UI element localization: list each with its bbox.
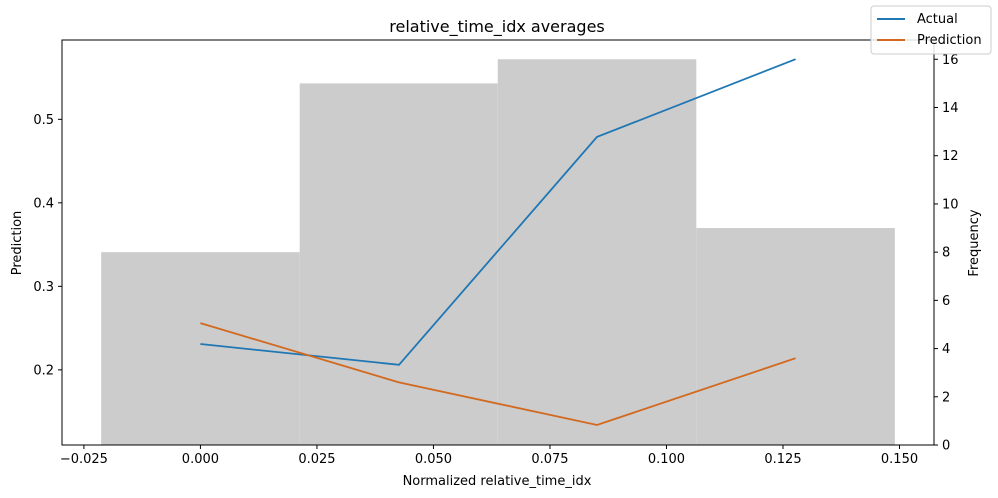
histogram-bar <box>299 83 498 446</box>
histogram-bar <box>497 59 697 446</box>
y-axis-title: Prediction <box>10 211 25 276</box>
series-line-actual <box>200 58 796 366</box>
x-axis: −0.025 0.000 0.025 0.050 0.075 0.100 0.125 0.15… <box>60 445 918 467</box>
y2-tick-label: 8 <box>942 246 950 261</box>
legend-label-actual: Actual <box>917 12 958 27</box>
y2-tick-label: 12 <box>942 149 959 164</box>
legend: Actual Prediction <box>870 5 992 55</box>
x-tick-label: 0.100 <box>648 452 685 467</box>
y-axis-left: 0.2 0.3 0.4 0.5 <box>33 113 62 378</box>
y-tick-label: 0.2 <box>33 363 54 378</box>
y2-axis-title: Frequency <box>967 209 982 276</box>
histogram-bar <box>101 252 300 445</box>
x-tick-label: 0.025 <box>298 452 335 467</box>
frequency-histogram <box>101 59 895 446</box>
x-tick-label: 0.150 <box>881 452 918 467</box>
x-tick-label: 0.125 <box>764 452 801 467</box>
plot-frame <box>61 39 935 446</box>
y2-tick-label: 2 <box>942 390 950 405</box>
histogram-bar <box>696 228 895 445</box>
x-axis-title: Normalized relative_time_idx <box>403 474 592 489</box>
y-axis-right: 0 2 4 6 8 10 12 14 16 <box>934 53 959 454</box>
y2-tick-label: 14 <box>942 101 959 116</box>
legend-label-prediction: Prediction <box>917 33 982 48</box>
series-line-prediction <box>200 322 796 426</box>
chart-title: relative_time_idx averages <box>389 17 605 37</box>
y2-tick-label: 4 <box>942 342 950 357</box>
x-tick-label: −0.025 <box>60 452 108 467</box>
x-tick-label: 0.075 <box>531 452 568 467</box>
y2-tick-label: 16 <box>942 53 959 68</box>
y2-tick-label: 0 <box>942 439 950 454</box>
series-lines <box>200 58 796 426</box>
x-tick-label: 0.000 <box>182 452 219 467</box>
y2-tick-label: 6 <box>942 294 950 309</box>
y-tick-label: 0.4 <box>33 196 54 211</box>
y2-tick-label: 10 <box>942 197 959 212</box>
x-tick-label: 0.050 <box>415 452 452 467</box>
y-tick-label: 0.5 <box>33 113 54 128</box>
y-tick-label: 0.3 <box>33 280 54 295</box>
